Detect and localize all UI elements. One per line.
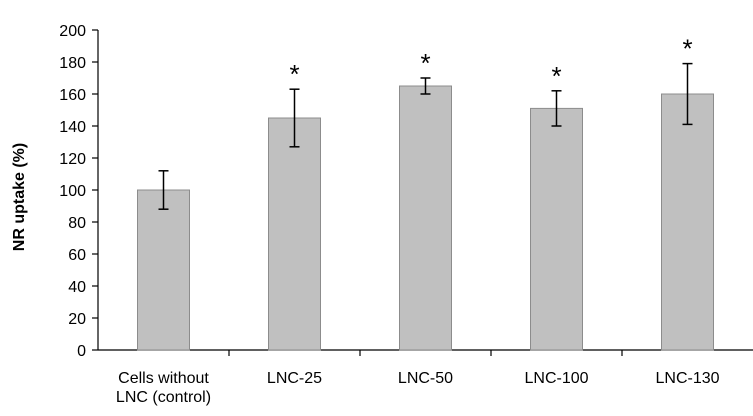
x-category-label-line: LNC-130	[655, 370, 719, 387]
x-category-label: LNC-100	[524, 370, 588, 387]
x-category-label-line: LNC-50	[398, 370, 453, 387]
bars	[137, 85, 714, 351]
y-tick-label: 140	[59, 119, 86, 136]
y-tick-label: 80	[68, 215, 86, 232]
x-category-label: LNC-50	[398, 370, 453, 387]
significance-markers: * * * *	[289, 34, 692, 91]
y-tick-label: 60	[68, 247, 86, 264]
y-axis-ticks: 0 20 40 60 80 100 120 140 160 180 200	[59, 23, 98, 360]
x-category-label: Cells without LNC (control)	[116, 370, 211, 406]
y-tick-label: 200	[59, 23, 86, 40]
x-axis-labels: Cells without LNC (control) LNC-25 LNC-50 LN…	[116, 370, 720, 406]
significance-asterisk: *	[420, 48, 430, 78]
x-category-label-line: LNC-25	[267, 370, 322, 387]
y-tick-label: 120	[59, 151, 86, 168]
y-axis-title: NR uptake (%)	[11, 143, 28, 251]
y-tick-label: 180	[59, 55, 86, 72]
significance-asterisk: *	[551, 61, 561, 91]
y-tick-label: 0	[77, 343, 86, 360]
bar	[137, 189, 190, 351]
x-category-label: LNC-130	[655, 370, 719, 387]
x-category-label-line: Cells without	[118, 370, 209, 387]
bar	[530, 107, 583, 351]
error-bars	[158, 62, 693, 210]
y-tick-label: 40	[68, 279, 86, 296]
bar	[661, 93, 714, 351]
x-category-label-line: LNC (control)	[116, 389, 211, 406]
x-category-label-line: LNC-100	[524, 370, 588, 387]
significance-asterisk: *	[682, 34, 692, 64]
bar	[268, 117, 321, 351]
bar	[399, 85, 452, 351]
y-tick-label: 160	[59, 87, 86, 104]
significance-asterisk: *	[289, 59, 299, 89]
x-category-label: LNC-25	[267, 370, 322, 387]
y-tick-label: 100	[59, 183, 86, 200]
y-tick-label: 20	[68, 311, 86, 328]
